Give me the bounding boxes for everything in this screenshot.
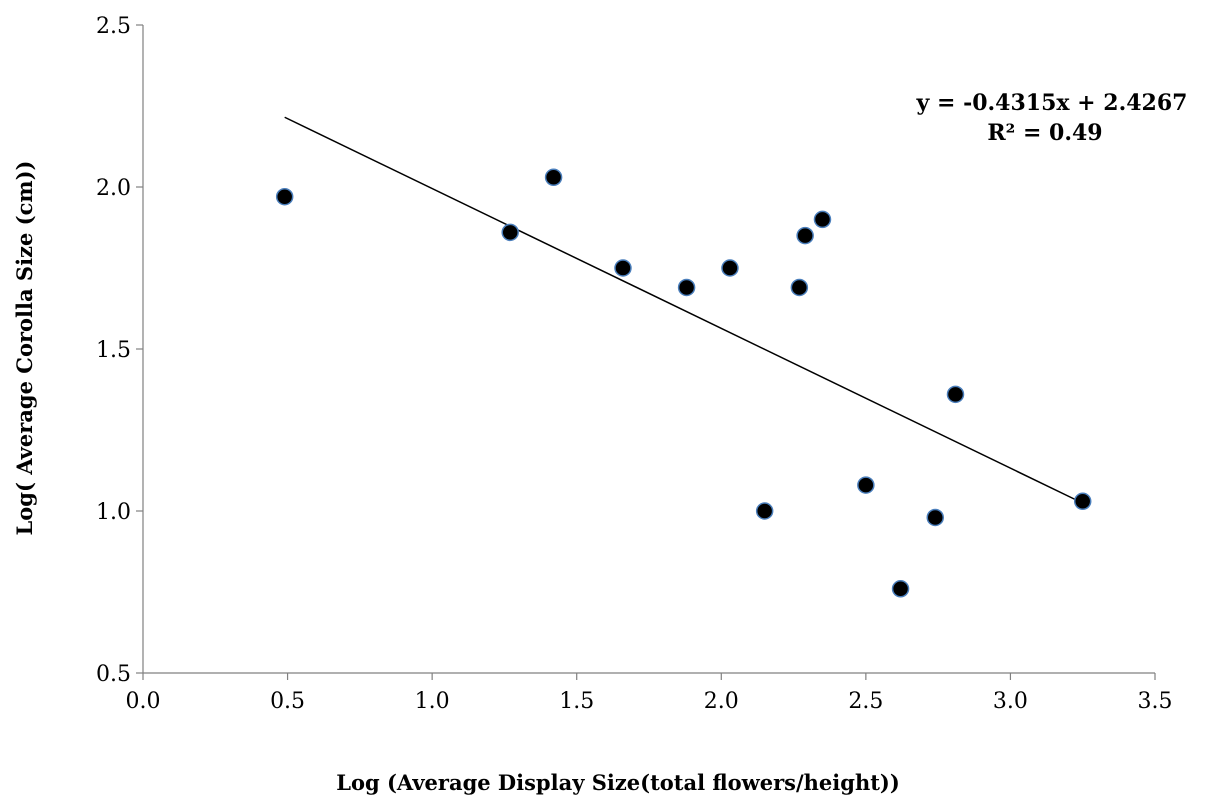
data-point — [814, 211, 830, 227]
y-tick-label: 2.5 — [96, 14, 131, 39]
data-point — [277, 189, 293, 205]
data-point — [546, 169, 562, 185]
data-point — [858, 477, 874, 493]
x-tick-label: 3.0 — [993, 689, 1028, 714]
x-axis-title: Log (Average Display Size(total flowers/… — [336, 770, 900, 795]
trendline — [285, 117, 1083, 503]
x-tick-label: 2.5 — [848, 689, 883, 714]
data-point — [893, 581, 909, 597]
trendline-segment — [285, 117, 1083, 503]
data-point — [615, 260, 631, 276]
data-point — [722, 260, 738, 276]
x-axis-ticks: 0.0 0.5 1.0 1.5 2.0 2.5 3.0 3.5 — [126, 673, 1173, 714]
y-axis-ticks: 0.5 1.0 1.5 2.0 2.5 — [96, 14, 143, 687]
x-tick-label: 2.0 — [704, 689, 739, 714]
data-point — [1075, 493, 1091, 509]
y-tick-label: 2.0 — [96, 176, 131, 201]
y-tick-label: 1.0 — [96, 500, 131, 525]
r-squared-label: R² = 0.49 — [987, 120, 1102, 146]
x-tick-label: 1.5 — [559, 689, 594, 714]
data-point — [947, 386, 963, 402]
data-point — [797, 228, 813, 244]
data-point — [791, 279, 807, 295]
data-point — [502, 224, 518, 240]
y-tick-label: 0.5 — [96, 662, 131, 687]
y-tick-label: 1.5 — [96, 338, 131, 363]
x-tick-label: 0.5 — [270, 689, 305, 714]
trendline-equation: y = -0.4315x + 2.4267 — [916, 90, 1188, 116]
data-point — [757, 503, 773, 519]
x-tick-label: 0.0 — [126, 689, 161, 714]
x-tick-label: 3.5 — [1138, 689, 1173, 714]
data-point — [927, 509, 943, 525]
data-points — [277, 169, 1091, 596]
y-axis-title: Log( Average Corolla Size (cm)) — [12, 161, 37, 536]
data-point — [679, 279, 695, 295]
x-tick-label: 1.0 — [415, 689, 450, 714]
